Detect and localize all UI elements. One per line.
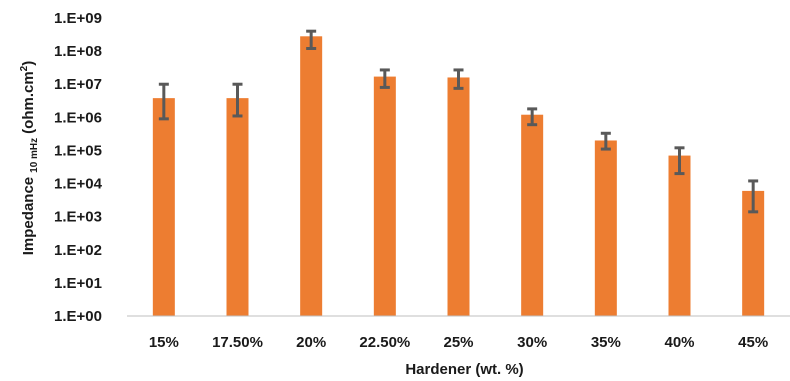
error-bar	[453, 68, 464, 90]
y-tick-label: 1.E+08	[54, 43, 102, 60]
y-tick-label: 1.E+00	[54, 308, 102, 325]
error-bar	[306, 29, 317, 50]
y-tick-label: 1.E+01	[54, 275, 102, 292]
bars	[152, 36, 765, 317]
x-tick-label: 20%	[296, 334, 326, 351]
x-axis-ticks: 15% 17.50% 20% 22.50% 25% 30% 35% 40% 45%	[149, 334, 768, 351]
error-bar	[748, 179, 759, 214]
y-axis-title-unit-close: )	[20, 61, 37, 66]
y-axis-title: Impedance 10 mHz (ohm.cm2)	[19, 61, 40, 255]
y-tick-label: 1.E+06	[54, 109, 102, 126]
error-bar	[527, 107, 538, 127]
y-tick-label: 1.E+04	[54, 176, 103, 193]
bar	[373, 76, 396, 317]
error-bar	[158, 82, 169, 121]
bar	[668, 155, 691, 316]
error-bar	[379, 68, 390, 89]
y-axis-title-main: Impedance	[20, 177, 37, 255]
y-axis-ticks: 1.E+00 1.E+01 1.E+02 1.E+03 1.E+04 1.E+05 1.E+…	[54, 10, 103, 325]
y-tick-label: 1.E+09	[54, 10, 102, 27]
bar	[300, 36, 323, 317]
y-axis-title-unit-superscript: 2	[19, 65, 30, 71]
bar	[742, 190, 765, 316]
svg-text:Impedance10 mHz(ohm.cm2): Impedance 10 mHz (ohm.cm2)	[19, 61, 40, 255]
x-tick-label: 25%	[443, 334, 473, 351]
x-tick-label: 35%	[591, 334, 621, 351]
bar	[152, 98, 175, 317]
y-tick-label: 1.E+07	[54, 76, 102, 93]
error-bar	[674, 146, 685, 176]
x-tick-label: 30%	[517, 334, 547, 351]
y-tick-label: 1.E+03	[54, 209, 102, 226]
bar	[521, 114, 544, 317]
y-tick-label: 1.E+02	[54, 242, 102, 259]
x-tick-label: 15%	[149, 334, 179, 351]
bar	[447, 77, 470, 316]
bar	[226, 98, 249, 317]
y-axis-title-subscript: 10 mHz	[29, 138, 40, 173]
x-tick-label: 40%	[664, 334, 694, 351]
bar	[594, 140, 617, 316]
error-bar	[232, 82, 243, 118]
y-tick-label: 1.E+05	[54, 142, 102, 159]
error-bar	[600, 131, 611, 151]
x-axis-title: Hardener (wt. %)	[405, 361, 523, 378]
error-bars	[158, 29, 759, 214]
x-tick-label: 22.50%	[359, 334, 410, 351]
x-tick-label: 17.50%	[212, 334, 263, 351]
x-tick-label: 45%	[738, 334, 768, 351]
y-axis-title-unit: (ohm.cm	[20, 71, 37, 134]
